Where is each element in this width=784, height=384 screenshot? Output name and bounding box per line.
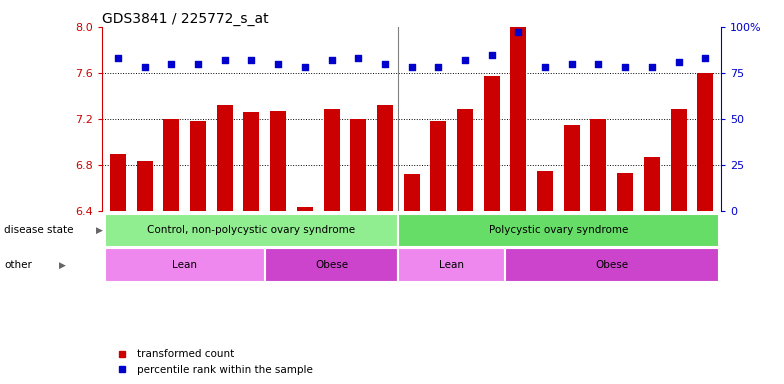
Point <box>459 57 471 63</box>
Point <box>592 61 604 67</box>
Point <box>512 29 524 35</box>
Bar <box>398 248 505 281</box>
Point <box>432 65 445 71</box>
Point <box>245 57 258 63</box>
Bar <box>104 248 265 281</box>
Bar <box>163 119 180 211</box>
Point <box>138 65 151 71</box>
Bar <box>104 214 398 247</box>
Point <box>272 61 285 67</box>
Bar <box>190 121 206 211</box>
Bar <box>697 73 713 211</box>
Text: GDS3841 / 225772_s_at: GDS3841 / 225772_s_at <box>102 12 269 26</box>
Bar <box>644 157 660 211</box>
Point <box>325 57 338 63</box>
Bar <box>270 111 286 211</box>
Bar <box>430 121 446 211</box>
Text: Polycystic ovary syndrome: Polycystic ovary syndrome <box>488 225 628 235</box>
Point <box>539 65 551 71</box>
Point <box>111 55 124 61</box>
Bar <box>324 109 339 211</box>
Bar <box>297 207 313 211</box>
Text: ▶: ▶ <box>59 260 66 270</box>
Text: Lean: Lean <box>439 260 464 270</box>
Text: disease state: disease state <box>4 225 74 235</box>
Point <box>485 51 498 58</box>
Point <box>645 65 658 71</box>
Bar <box>265 248 398 281</box>
Bar <box>377 105 393 211</box>
Bar <box>457 109 473 211</box>
Bar <box>590 119 607 211</box>
Point <box>299 65 311 71</box>
Point <box>192 61 205 67</box>
Point <box>405 65 418 71</box>
Text: Control, non-polycystic ovary syndrome: Control, non-polycystic ovary syndrome <box>147 225 355 235</box>
Bar <box>617 173 633 211</box>
Point <box>352 55 365 61</box>
Legend: transformed count, percentile rank within the sample: transformed count, percentile rank withi… <box>107 345 318 379</box>
Bar <box>110 154 126 211</box>
Point <box>379 61 391 67</box>
Bar <box>510 27 526 211</box>
Bar <box>216 105 233 211</box>
Bar <box>564 125 580 211</box>
Point <box>699 55 712 61</box>
Bar <box>537 171 553 211</box>
Bar <box>243 112 260 211</box>
Point <box>673 59 685 65</box>
Text: Lean: Lean <box>172 260 198 270</box>
Point <box>165 61 178 67</box>
Bar <box>136 161 153 211</box>
Point <box>219 57 231 63</box>
Bar <box>404 174 419 211</box>
Bar <box>505 248 719 281</box>
Point <box>565 61 578 67</box>
Point <box>619 65 631 71</box>
Bar <box>398 214 719 247</box>
Text: Obese: Obese <box>315 260 348 270</box>
Text: other: other <box>4 260 32 270</box>
Bar <box>350 119 366 211</box>
Bar <box>670 109 687 211</box>
Text: Obese: Obese <box>595 260 629 270</box>
Bar <box>484 76 499 211</box>
Text: ▶: ▶ <box>96 226 103 235</box>
